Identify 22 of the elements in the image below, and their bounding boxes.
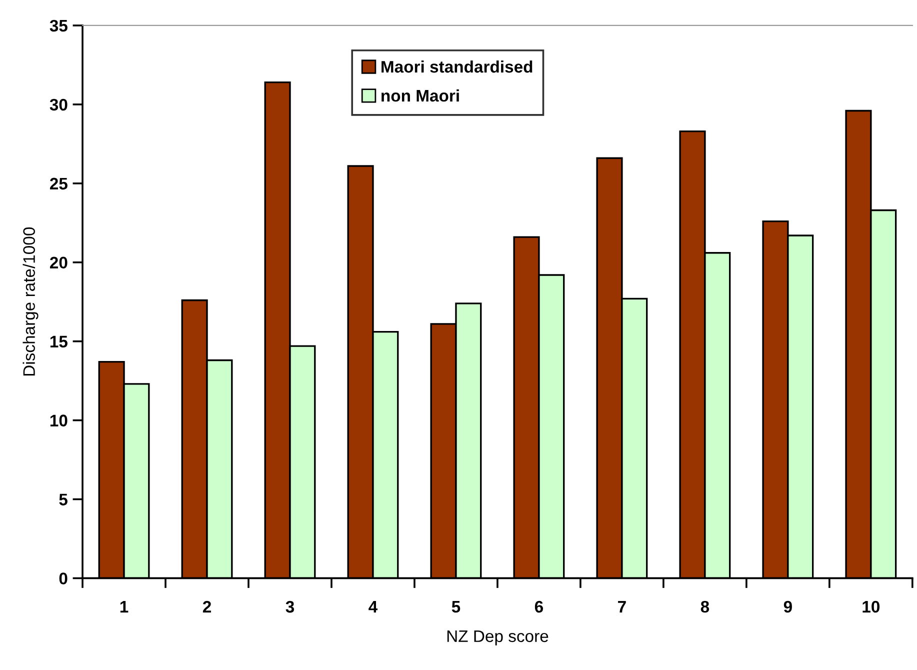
legend-label: non Maori: [382, 89, 459, 102]
x-tick-label: 10: [862, 600, 880, 613]
y-tick-label: 10: [50, 414, 68, 426]
y-tick-label: 30: [50, 98, 68, 111]
y-tick-label: 35: [50, 20, 68, 32]
x-tick-label: 1: [120, 601, 128, 613]
y-tick-label: 20: [50, 256, 68, 269]
x-tick-label: 7: [618, 601, 626, 613]
x-tick-label: 9: [784, 600, 792, 613]
x-tick-label: 5: [452, 601, 460, 613]
y-axis-title: Discharge rate/1000: [22, 227, 38, 376]
x-tick-label: 3: [286, 600, 294, 613]
x-tick-label: 2: [202, 600, 211, 613]
x-tick-label: 8: [700, 600, 710, 613]
x-tick-label: 4: [368, 601, 378, 613]
y-tick-label: 5: [59, 494, 68, 506]
y-tick-label: 25: [50, 178, 68, 190]
y-tick-label: 15: [50, 336, 68, 348]
x-axis-title: NZ Dep score: [447, 630, 548, 646]
legend-label: Maori standardised: [382, 60, 532, 73]
x-tick-label: 6: [534, 600, 543, 613]
y-tick-label: 0: [59, 572, 68, 584]
